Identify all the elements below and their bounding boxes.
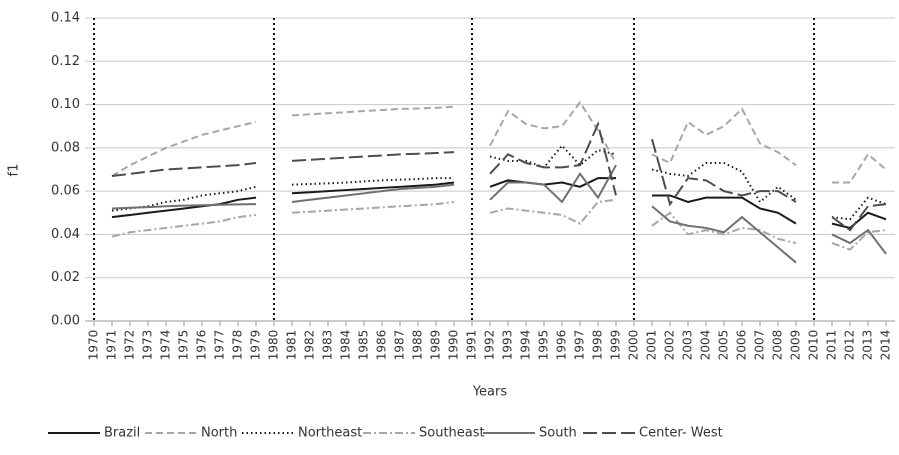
x-tick-label: 1984 [339,330,353,361]
x-tick-label: 2013 [861,330,875,361]
x-axis-label: Years [472,385,508,400]
x-tick-label: 1992 [483,330,497,361]
x-tick-label: 1994 [519,330,533,361]
x-tick-label: 1982 [303,330,317,361]
x-tick-label: 1987 [393,330,407,361]
legend-label: Brazil [104,426,140,441]
y-tick-label: 0.00 [51,314,80,329]
x-tick-label: 2007 [753,330,767,361]
x-tick-label: 1990 [447,330,461,361]
x-tick-label: 1981 [285,330,299,361]
x-tick-label: 1972 [123,330,137,361]
series-line [111,177,887,230]
x-tick-label: 2005 [717,330,731,361]
x-tick-label: 1991 [465,330,479,361]
x-tick-label: 1989 [429,330,443,361]
legend-label: North [201,426,237,441]
x-tick-label: 2012 [843,330,857,361]
y-tick-label: 0.04 [51,227,80,242]
y-tick-label: 0.14 [51,11,80,26]
legend-label: Southeast [419,426,485,441]
x-tick-label: 2002 [663,330,677,361]
x-tick-label: 1979 [249,330,263,361]
legend-label: Northeast [298,426,362,441]
x-tick-label: 1993 [501,330,515,361]
x-tick-label: 2003 [681,330,695,361]
x-tick-label: 1999 [609,330,623,361]
x-tick-label: 1974 [159,330,173,361]
series-line [111,120,887,232]
x-tick-label: 1977 [213,330,227,361]
x-tick-label: 1971 [105,330,119,361]
y-tick-label: 0.06 [51,184,80,199]
x-tick-label: 2009 [789,330,803,361]
legend-label: Center- West [639,426,723,441]
x-tick-label: 1995 [537,330,551,361]
legend-label: South [539,426,577,441]
x-tick-label: 2011 [825,330,839,361]
x-tick-label: 2006 [735,330,749,361]
y-tick-label: 0.10 [51,97,80,112]
x-tick-label: 1986 [375,330,389,361]
x-tick-label: 1976 [195,330,209,361]
x-tick-label: 2001 [645,330,659,361]
x-tick-label: 2014 [879,330,893,361]
x-tick-label: 2004 [699,330,713,361]
x-tick-label: 1983 [321,330,335,361]
x-tick-label: 1998 [591,330,605,361]
series-line [111,100,887,184]
x-tick-label: 1996 [555,330,569,361]
x-tick-label: 2010 [807,330,821,361]
x-tick-label: 1988 [411,330,425,361]
x-tick-label: 2000 [627,330,641,361]
x-tick-label: 1975 [177,330,191,361]
y-tick-label: 0.02 [51,270,80,285]
x-tick-label: 1970 [87,330,101,361]
x-tick-label: 1978 [231,330,245,361]
y-axis-label: f1 [7,164,22,177]
series-line [111,198,887,251]
y-tick-label: 0.12 [51,54,80,69]
series-line [111,164,887,264]
y-tick-label: 0.08 [51,140,80,155]
x-tick-label: 1980 [267,330,281,361]
x-tick-label: 1997 [573,330,587,361]
x-tick-label: 2008 [771,330,785,361]
x-tick-label: 1985 [357,330,371,361]
series-line [111,144,887,221]
x-tick-label: 1973 [141,330,155,361]
